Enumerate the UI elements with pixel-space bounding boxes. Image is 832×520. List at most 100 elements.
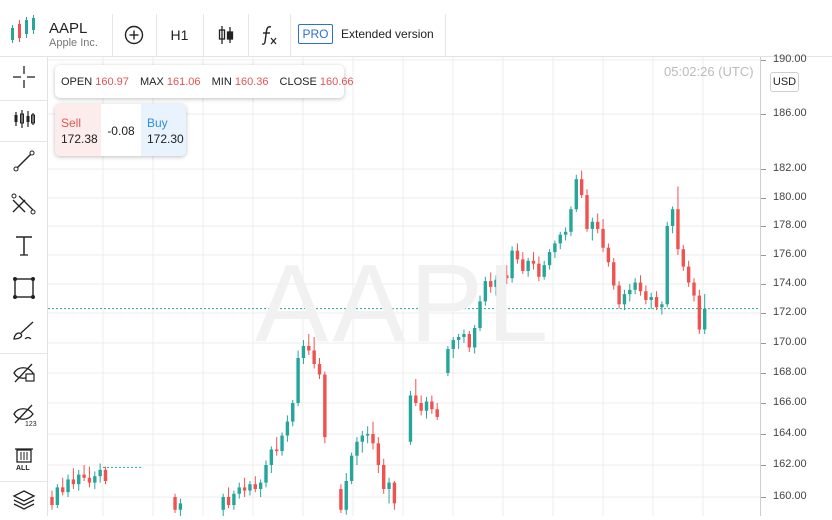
candle-body bbox=[50, 497, 54, 505]
candle-body bbox=[317, 364, 322, 375]
candle-body bbox=[280, 435, 284, 452]
candle-body bbox=[638, 282, 643, 292]
add-symbol-button[interactable] bbox=[113, 14, 155, 56]
max-value: 161.06 bbox=[166, 76, 201, 88]
tick-label: 164.00 bbox=[773, 427, 807, 439]
hide-indicators-tool[interactable]: 123 bbox=[0, 395, 48, 435]
candle-body bbox=[355, 441, 359, 456]
divider bbox=[445, 14, 446, 56]
candle-body bbox=[285, 421, 290, 436]
open-label: OPEN bbox=[61, 76, 93, 88]
candle-body bbox=[365, 434, 370, 436]
candle-body bbox=[483, 281, 488, 302]
candle-body bbox=[515, 250, 520, 260]
buy-button[interactable]: Buy 172.30 bbox=[141, 104, 186, 156]
candle-body bbox=[681, 249, 685, 267]
tick-mark bbox=[761, 313, 766, 314]
trend-line-tool[interactable] bbox=[0, 141, 48, 181]
buy-price: 172.30 bbox=[147, 132, 184, 146]
divider bbox=[0, 100, 47, 101]
tick-label: 174.00 bbox=[773, 277, 807, 289]
hide-drawings-tool[interactable] bbox=[0, 353, 48, 393]
candle-body bbox=[585, 195, 589, 229]
extended-version-link[interactable]: Extended version bbox=[341, 27, 434, 41]
candle-body bbox=[644, 291, 648, 300]
candle-body bbox=[77, 474, 81, 485]
tick-mark bbox=[761, 343, 766, 344]
tick-label: 176.00 bbox=[773, 248, 807, 260]
candle-body bbox=[258, 482, 263, 489]
min-value: 160.36 bbox=[234, 76, 269, 88]
tick-label: 190.00 bbox=[773, 53, 807, 65]
tick-label: 162.00 bbox=[773, 458, 807, 470]
trade-panel: Sell 172.38 -0.08 Buy 172.30 bbox=[55, 104, 186, 156]
candle-body bbox=[221, 497, 225, 510]
candle-body bbox=[82, 474, 86, 478]
price-chart[interactable] bbox=[48, 57, 760, 516]
fibonacci-tool[interactable] bbox=[0, 184, 48, 224]
candle-body bbox=[531, 260, 536, 264]
candle-body bbox=[419, 403, 423, 411]
candle-body bbox=[665, 226, 669, 305]
candle-body bbox=[606, 247, 611, 263]
candle-body bbox=[408, 395, 413, 442]
text-icon bbox=[16, 236, 32, 256]
candle-body bbox=[499, 275, 504, 280]
symbol-watermark: AAPL bbox=[255, 242, 553, 365]
candle-body bbox=[467, 334, 471, 348]
plus-circle-icon bbox=[124, 25, 144, 45]
sell-button[interactable]: Sell 172.38 bbox=[55, 104, 101, 156]
candle-body bbox=[703, 308, 707, 330]
candle-body bbox=[435, 409, 439, 417]
candle-body bbox=[301, 346, 306, 358]
candle-body bbox=[628, 289, 632, 295]
trend-line-icon bbox=[13, 150, 35, 172]
candle-body bbox=[71, 479, 76, 485]
candle-body bbox=[542, 265, 546, 277]
candle-body bbox=[697, 295, 702, 330]
top-toolbar: AAPL Apple Inc. H1 PRO Extended version bbox=[0, 0, 832, 57]
timeframe-button[interactable]: H1 bbox=[170, 27, 189, 43]
symbol-name[interactable]: AAPL bbox=[49, 20, 88, 37]
buy-label: Buy bbox=[147, 116, 168, 130]
close-value: 160.66 bbox=[319, 76, 354, 88]
layers-icon bbox=[12, 490, 36, 510]
divider bbox=[203, 14, 204, 56]
hide-drawings-icon bbox=[13, 363, 35, 383]
pro-badge[interactable]: PRO bbox=[298, 24, 333, 44]
sell-price: 172.38 bbox=[61, 132, 98, 146]
tick-mark bbox=[761, 497, 766, 498]
candle-body bbox=[654, 297, 659, 308]
candle-body bbox=[382, 465, 386, 489]
rectangle-tool[interactable] bbox=[0, 268, 48, 308]
layers-tool[interactable] bbox=[0, 480, 48, 520]
price-axis[interactable]: 190.00 186.00 182.00 180.00 178.00 176.00 174.… bbox=[760, 53, 832, 516]
candle-body bbox=[505, 275, 509, 279]
delete-all-tool[interactable]: ALL bbox=[0, 438, 48, 478]
text-tool[interactable] bbox=[0, 226, 48, 266]
candle-body bbox=[392, 482, 397, 504]
candle-body bbox=[414, 395, 418, 403]
chart-type-button[interactable] bbox=[204, 14, 247, 56]
brush-tool[interactable] bbox=[0, 310, 48, 350]
candles-tool[interactable] bbox=[0, 99, 48, 139]
candle-body bbox=[462, 334, 466, 337]
crosshair-icon bbox=[13, 66, 35, 88]
tick-mark bbox=[761, 403, 766, 404]
open-value: 160.97 bbox=[95, 76, 129, 88]
rectangle-icon bbox=[13, 277, 35, 299]
indicators-button[interactable] bbox=[249, 14, 289, 56]
fibonacci-icon bbox=[11, 193, 36, 215]
candle-body bbox=[676, 209, 680, 250]
candle-body bbox=[226, 497, 231, 505]
crosshair-tool[interactable] bbox=[0, 57, 48, 97]
candle-body bbox=[424, 401, 429, 411]
tick-label: 172.00 bbox=[773, 306, 807, 318]
tick-label: 180.00 bbox=[773, 191, 807, 203]
currency-button[interactable]: USD bbox=[770, 72, 799, 92]
tick-mark bbox=[761, 465, 766, 466]
candle-body bbox=[478, 301, 482, 328]
tick-mark bbox=[761, 198, 766, 199]
candle-body bbox=[633, 282, 637, 290]
candle-body bbox=[61, 487, 65, 493]
